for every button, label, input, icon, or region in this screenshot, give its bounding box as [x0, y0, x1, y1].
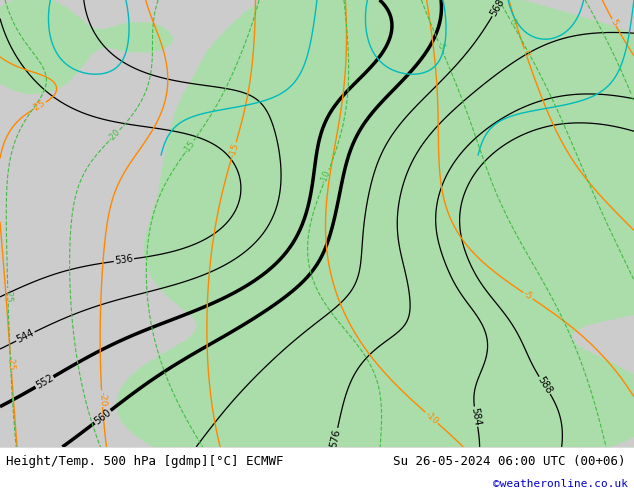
Text: 576: 576: [328, 428, 342, 448]
Text: Height/Temp. 500 hPa [gdmp][°C] ECMWF: Height/Temp. 500 hPa [gdmp][°C] ECMWF: [6, 456, 284, 468]
Text: 584: 584: [469, 407, 482, 427]
Text: 5: 5: [628, 93, 634, 101]
Text: -5: -5: [434, 40, 446, 51]
Text: 568: 568: [488, 0, 507, 18]
Text: 0: 0: [521, 49, 531, 57]
Text: -5: -5: [522, 290, 534, 302]
Text: -15: -15: [228, 142, 240, 158]
Text: -20: -20: [97, 391, 107, 406]
Text: -25: -25: [6, 355, 16, 370]
Text: Su 26-05-2024 06:00 UTC (00+06): Su 26-05-2024 06:00 UTC (00+06): [393, 456, 626, 468]
Text: -25: -25: [3, 289, 13, 302]
Text: -20: -20: [107, 127, 122, 144]
Text: -15: -15: [182, 139, 197, 155]
Text: -10: -10: [320, 169, 333, 185]
Text: 552: 552: [34, 373, 55, 391]
Text: -10: -10: [423, 410, 440, 426]
Text: 544: 544: [15, 328, 36, 345]
Text: 588: 588: [536, 375, 554, 396]
Text: 5: 5: [609, 18, 619, 27]
Text: 560: 560: [92, 407, 113, 426]
Text: 0: 0: [507, 18, 517, 27]
Text: ©weatheronline.co.uk: ©weatheronline.co.uk: [493, 479, 628, 489]
Text: 536: 536: [114, 254, 134, 267]
Text: -25: -25: [30, 99, 48, 114]
